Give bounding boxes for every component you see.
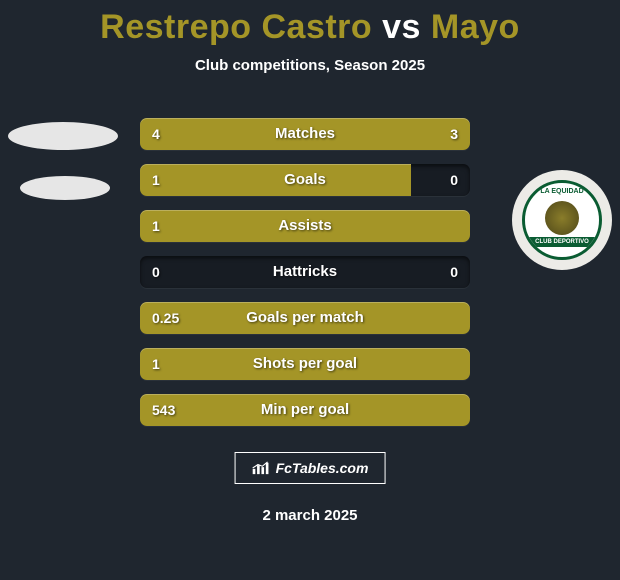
stat-row: 0.25Goals per match: [0, 302, 620, 334]
stat-label: Assists: [140, 210, 470, 242]
stat-label: Shots per goal: [140, 348, 470, 380]
stat-track: 543Min per goal: [140, 394, 470, 426]
footer-brand-text: FcTables.com: [276, 460, 369, 476]
bar-chart-icon: [252, 461, 270, 475]
stat-row: 43Matches: [0, 118, 620, 150]
stat-track: 0.25Goals per match: [140, 302, 470, 334]
stat-label: Hattricks: [140, 256, 470, 288]
stat-track: 43Matches: [140, 118, 470, 150]
page-title: Restrepo Castro vs Mayo: [0, 0, 620, 47]
vs-text: vs: [382, 8, 421, 46]
stat-track: 00Hattricks: [140, 256, 470, 288]
stat-label: Matches: [140, 118, 470, 150]
footer-brand-badge: FcTables.com: [235, 452, 386, 484]
stat-track: 1Shots per goal: [140, 348, 470, 380]
stat-label: Goals: [140, 164, 470, 196]
stats-area: 43Matches 10Goals 1Assists 00Hattricks 0.25G…: [0, 118, 620, 440]
player2-name: Mayo: [431, 8, 520, 46]
stat-row: 10Goals: [0, 164, 620, 196]
date-text: 2 march 2025: [0, 507, 620, 524]
subtitle: Club competitions, Season 2025: [0, 57, 620, 74]
stat-row: 00Hattricks: [0, 256, 620, 288]
stat-row: 1Assists: [0, 210, 620, 242]
stat-track: 10Goals: [140, 164, 470, 196]
player1-name: Restrepo Castro: [100, 8, 372, 46]
stat-track: 1Assists: [140, 210, 470, 242]
stat-label: Goals per match: [140, 302, 470, 334]
stat-row: 1Shots per goal: [0, 348, 620, 380]
stat-row: 543Min per goal: [0, 394, 620, 426]
stat-label: Min per goal: [140, 394, 470, 426]
